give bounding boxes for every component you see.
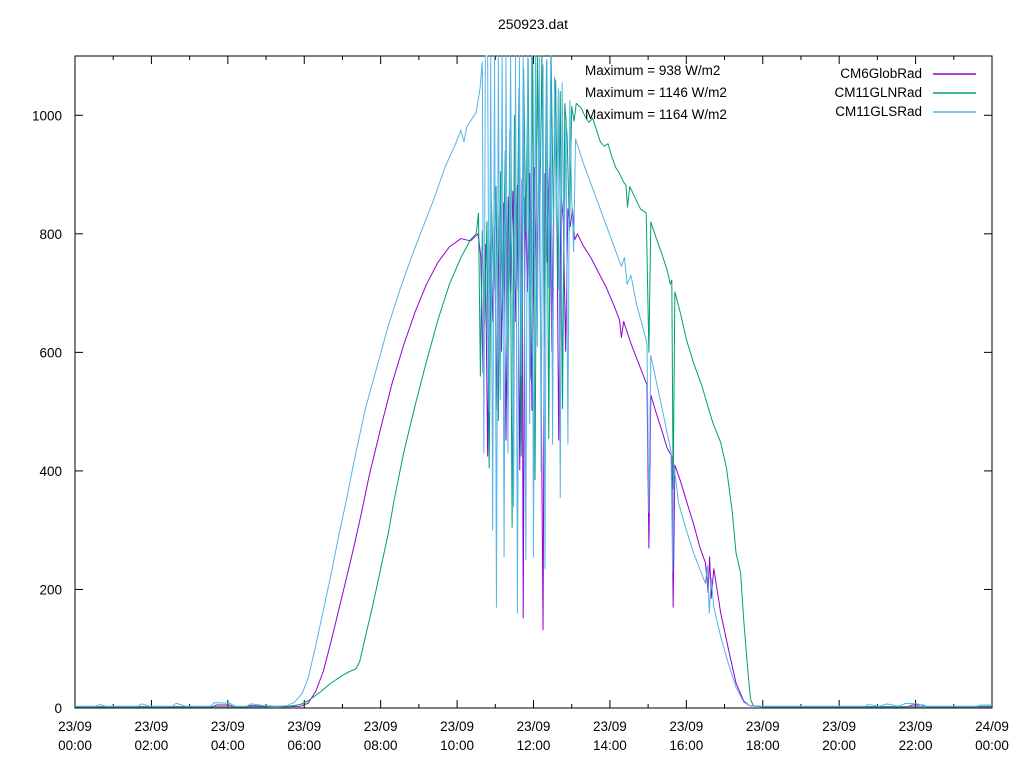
series-CM11GLSRad-line	[75, 55, 992, 707]
x-tick-label-date: 23/09	[899, 719, 933, 734]
legend: CM6GlobRad CM11GLNRad CM11GLSRad	[834, 66, 976, 119]
x-tick-label-time: 06:00	[287, 738, 321, 753]
x-tick-label-time: 22:00	[899, 738, 933, 753]
x-tick-label-time: 12:00	[517, 738, 551, 753]
x-tick-label-time: 02:00	[135, 738, 169, 753]
x-tick-label-date: 23/09	[287, 719, 321, 734]
legend-label-CM11GLNRad: CM11GLNRad	[834, 85, 922, 100]
chart-title: 250923.dat	[498, 16, 568, 32]
max-annotation-1: Maximum = 938 W/m2	[585, 63, 720, 78]
x-tick-label-date: 23/09	[746, 719, 780, 734]
legend-label-CM6GlobRad: CM6GlobRad	[840, 66, 922, 81]
y-tick-label: 200	[39, 582, 62, 597]
x-tick-label-time: 14:00	[593, 738, 627, 753]
x-tick-label-date: 23/09	[517, 719, 551, 734]
y-tick-label: 1000	[32, 108, 62, 123]
y-tick-label: 400	[39, 464, 62, 479]
y-tick-label: 800	[39, 227, 62, 242]
x-tick-label-time: 00:00	[975, 738, 1009, 753]
x-tick-label-date: 23/09	[211, 719, 245, 734]
x-tick-label-date: 24/09	[975, 719, 1009, 734]
chart-labels: 250923.dat Maximum = 938 W/m2 Maximum = …	[498, 16, 727, 122]
y-tick-label: 0	[54, 701, 62, 716]
max-annotation-3: Maximum = 1164 W/m2	[585, 107, 727, 122]
series-lines	[75, 55, 993, 708]
x-tick-label-date: 23/09	[135, 719, 169, 734]
axes: 23/09 00:00 23/09 02:00 23/09 04:00 23/09 06:00…	[32, 55, 1009, 753]
x-tick-label-date: 23/09	[58, 719, 92, 734]
x-tick-label-time: 18:00	[746, 738, 780, 753]
legend-label-CM11GLSRad: CM11GLSRad	[835, 104, 922, 119]
max-annotation-2: Maximum = 1146 W/m2	[585, 85, 727, 100]
y-tick-label: 600	[39, 345, 62, 360]
x-tick-label-time: 16:00	[669, 738, 703, 753]
x-tick-label-time: 08:00	[364, 738, 398, 753]
x-tick-label-time: 10:00	[440, 738, 474, 753]
x-tick-label-time: 20:00	[822, 738, 856, 753]
x-tick-label-time: 00:00	[58, 738, 92, 753]
x-tick-label-date: 23/09	[440, 719, 474, 734]
x-tick-label-time: 04:00	[211, 738, 245, 753]
x-tick-label-date: 23/09	[593, 719, 627, 734]
x-tick-label-date: 23/09	[669, 719, 703, 734]
x-tick-label-date: 23/09	[364, 719, 398, 734]
x-tick-label-date: 23/09	[822, 719, 856, 734]
